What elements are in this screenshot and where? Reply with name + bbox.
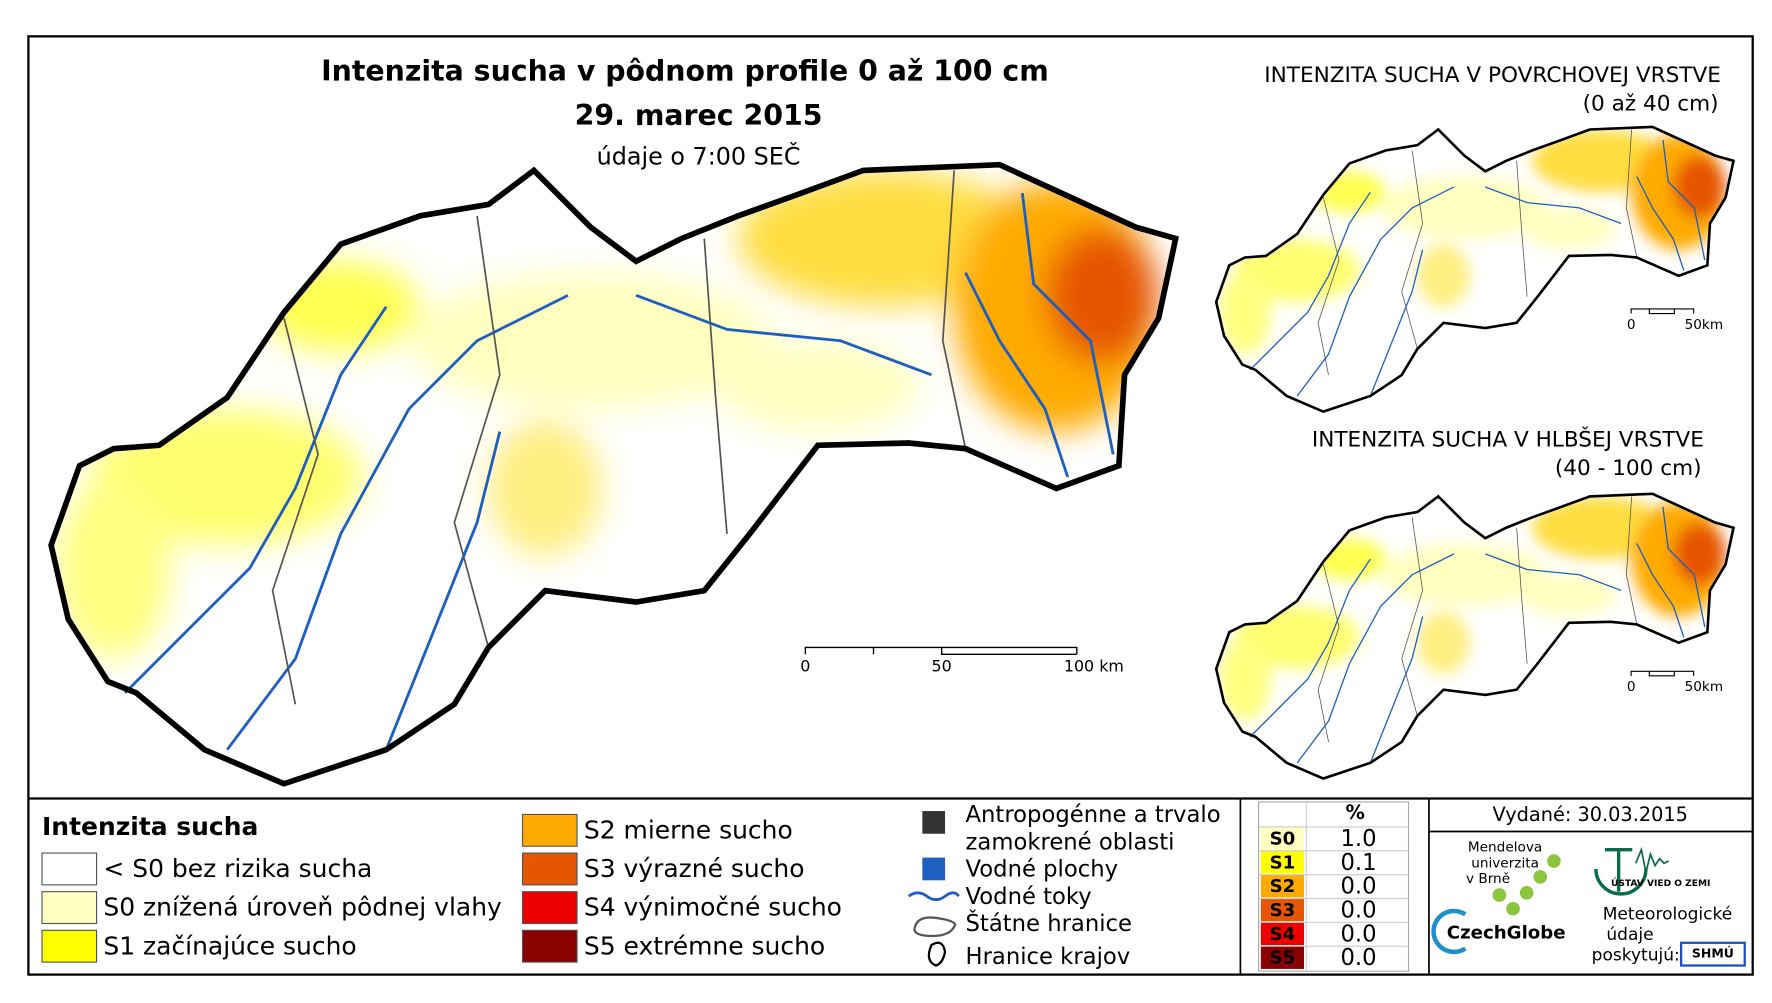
percent-value: 0.1 bbox=[1340, 850, 1376, 876]
inset-map bbox=[1216, 127, 1733, 412]
legend: < S0 bez rizika sucha S0 znížená úroveň p… bbox=[41, 813, 842, 963]
symbol-label: Hranice krajov bbox=[966, 944, 1131, 970]
university: Mendelova bbox=[1468, 839, 1542, 855]
symbol-icon bbox=[913, 916, 957, 938]
frame bbox=[27, 35, 1754, 976]
legend-swatch bbox=[521, 852, 578, 886]
main-date: 29. marec 2015 bbox=[575, 99, 823, 132]
legend-label: S3 výrazné sucho bbox=[584, 854, 805, 883]
stats-table: % S0 1.0 S1 0.1 S2 0.0 S3 0.0 S4 0.0 S5 0.0 bbox=[1258, 801, 1410, 972]
legend-label: < S0 bez rizika sucha bbox=[103, 854, 372, 883]
scale-label: 0 bbox=[800, 656, 810, 675]
university: univerzita bbox=[1471, 855, 1539, 871]
symbol-icon bbox=[927, 941, 947, 967]
percent-value: 1.0 bbox=[1340, 826, 1376, 852]
table-header: % bbox=[1345, 801, 1364, 824]
main-subtitle: údaje o 7:00 SEČ bbox=[597, 142, 801, 170]
percent-value: 0.0 bbox=[1340, 874, 1376, 900]
institute: ÚSTAV VIED O ZEMI bbox=[1611, 877, 1710, 889]
percent-value: 0.0 bbox=[1340, 921, 1376, 947]
inset-subtitle: (0 až 40 cm) bbox=[1583, 92, 1719, 117]
legend-swatch bbox=[521, 891, 578, 925]
inset-subtitle: (40 - 100 cm) bbox=[1555, 456, 1702, 481]
symbol-label: Vodné toky bbox=[966, 884, 1092, 910]
class-label: S4 bbox=[1270, 924, 1296, 945]
scale-label: 0 bbox=[1627, 317, 1636, 333]
legend-label: S4 výnimočné sucho bbox=[584, 893, 842, 922]
credits: Mendelova univerzita v Brně CzechGlobe Ú… bbox=[1431, 839, 1746, 967]
scale-label: 50 bbox=[932, 656, 952, 675]
scale-label: 50km bbox=[1685, 679, 1724, 695]
class-label: S1 bbox=[1270, 852, 1296, 873]
table-border bbox=[1258, 801, 1410, 972]
shmu: SHMÚ bbox=[1692, 946, 1734, 961]
inset-title: INTENZITA SUCHA V HLBŠEJ VRSTVE bbox=[1312, 427, 1704, 453]
legend-label: S2 mierne sucho bbox=[584, 815, 793, 844]
legend-label: S0 znížená úroveň pôdnej vlahy bbox=[103, 893, 502, 922]
legend-swatch bbox=[41, 852, 98, 886]
university: v Brně bbox=[1466, 871, 1510, 887]
class-cell bbox=[1260, 850, 1305, 874]
percent-value: 0.0 bbox=[1340, 897, 1376, 923]
legend-swatch bbox=[521, 929, 578, 963]
symbol-label: Vodné plochy bbox=[966, 857, 1119, 883]
symbol-icon bbox=[922, 811, 946, 834]
inset-scale-bar: 0 50km bbox=[1627, 308, 1724, 333]
class-cell bbox=[1260, 874, 1305, 898]
legend-swatch bbox=[41, 929, 98, 963]
scale-label: 0 bbox=[1627, 679, 1636, 695]
meteo: poskytujú: bbox=[1592, 945, 1680, 965]
class-label: S2 bbox=[1270, 876, 1296, 897]
symbol-icon bbox=[907, 891, 960, 902]
main-map bbox=[51, 165, 1176, 784]
percent-value: 0.0 bbox=[1340, 945, 1376, 971]
main-title: Intenzita sucha v pôdnom profile 0 až 10… bbox=[321, 55, 1049, 88]
class-label: S3 bbox=[1270, 900, 1296, 921]
class-cell bbox=[1260, 898, 1305, 922]
symbol-label: zamokrené oblasti bbox=[966, 829, 1175, 855]
class-label: S0 bbox=[1270, 828, 1296, 849]
legend-swatch bbox=[41, 891, 98, 925]
czechglobe: CzechGlobe bbox=[1447, 923, 1566, 944]
main-scale-bar: 0 50 100 km bbox=[800, 646, 1124, 675]
symbol-icon bbox=[922, 857, 946, 881]
meteo: údaje bbox=[1606, 925, 1653, 945]
issued: Vydané: 30.03.2015 bbox=[1493, 803, 1688, 826]
class-cell bbox=[1260, 826, 1305, 850]
inset-scale-bar: 0 50km bbox=[1627, 670, 1724, 695]
legend-label: S5 extrémne sucho bbox=[584, 931, 825, 960]
legend-label: S1 začínajúce sucho bbox=[103, 931, 356, 960]
inset-title: INTENZITA SUCHA V POVRCHOVEJ VRSTVE bbox=[1264, 63, 1721, 88]
class-cell bbox=[1260, 922, 1305, 946]
legend-title: Intenzita sucha bbox=[42, 812, 258, 841]
legend-swatch bbox=[521, 813, 578, 847]
class-cell bbox=[1260, 946, 1305, 969]
inset-map bbox=[1216, 494, 1733, 779]
scale-label: 100 km bbox=[1064, 656, 1124, 675]
symbol-label: Štátne hranice bbox=[966, 909, 1132, 937]
symbol-label: Antropogénne a trvalo bbox=[966, 802, 1221, 828]
meteo: Meteorologické bbox=[1603, 904, 1732, 924]
class-label: S5 bbox=[1270, 948, 1296, 969]
scale-label: 50km bbox=[1685, 317, 1724, 333]
